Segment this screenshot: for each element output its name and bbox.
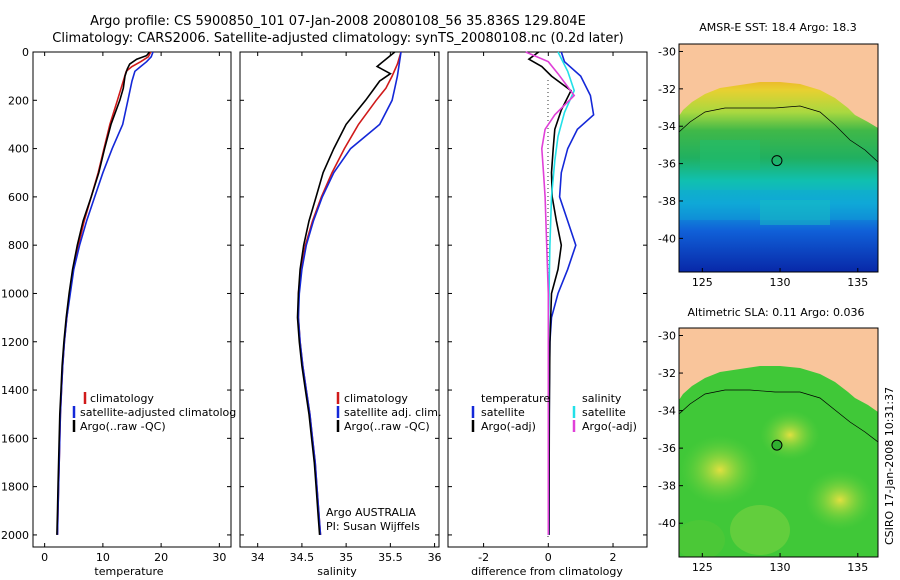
map-x-tick-label: 135 (847, 561, 868, 574)
temperature-series (56, 51, 154, 535)
x-tick-label: 10 (96, 551, 110, 564)
map-y-tick-label: -32 (658, 83, 676, 96)
map-y-tick-label: -30 (658, 330, 676, 343)
sla-land (679, 328, 878, 412)
difference-ticks: -2 0 2 (448, 51, 647, 564)
series-line-argo-raw-qc- (296, 51, 396, 535)
sla-map-frame (678, 327, 879, 558)
temperature-legend: climatology satellite-adjusted climatolo… (72, 392, 236, 433)
x-tick-label: 2 (610, 551, 617, 564)
difference-xlabel: difference from climatology (471, 565, 623, 578)
y-tick-label: 1600 (1, 432, 29, 445)
x-tick-label: 34 (251, 551, 265, 564)
map-x-tick-label: 130 (770, 276, 791, 289)
sst-map-image (679, 44, 878, 272)
salinity-series (296, 51, 402, 535)
map-y-tick-label: -32 (658, 367, 676, 380)
legend-label-temp-argo: Argo(-adj) (481, 420, 536, 433)
map-x-tick-label: 125 (692, 276, 713, 289)
x-tick-label: 36 (428, 551, 442, 564)
annotation-pi: PI: Susan Wijffels (326, 520, 420, 533)
series-line-temperature-argo-adj- (527, 51, 573, 535)
map-y-tick-label: -40 (658, 517, 676, 530)
sla-map-ticks: 125 130 135 -30 -32 -34 -36 -38 -40 (658, 330, 868, 574)
annotation-argo-australia: Argo AUSTRALIA (326, 506, 416, 519)
map-y-tick-label: -36 (658, 158, 676, 171)
sst-map-frame (678, 43, 879, 273)
legend-label-temp-satellite: satellite (481, 406, 525, 419)
y-tick-label: 1800 (1, 481, 29, 494)
sst-map-ticks: 125 130 135 -30 -32 -34 -36 -38 -40 (658, 45, 868, 289)
argo-location-marker (771, 439, 783, 451)
x-tick-label: 35 (339, 551, 353, 564)
sst-map-panel: AMSR-E SST: 18.4 Argo: 18.3 125 130 135 -30… (658, 21, 879, 289)
salinity-panel: 34 34.5 35 35.5 36 salinity climatology sate… (239, 51, 442, 578)
salinity-axes-frame (239, 51, 440, 548)
temperature-xlabel: temperature (94, 565, 163, 578)
figure-title-line2: Climatology: CARS2006. Satellite-adjuste… (52, 31, 624, 46)
y-tick-label: 1200 (1, 336, 29, 349)
x-tick-label: 20 (154, 551, 168, 564)
map-x-tick-label: 135 (847, 276, 868, 289)
temperature-ticks: 0 10 20 30 0 200 400 600 800 1000 1200 1400 1600 1800… (1, 46, 231, 564)
salinity-xlabel: salinity (317, 565, 357, 578)
legend-label-climatology: climatology (344, 392, 408, 405)
map-y-tick-label: -38 (658, 195, 676, 208)
map-x-tick-label: 130 (770, 561, 791, 574)
map-y-tick-label: -40 (658, 232, 676, 245)
x-tick-label: 0 (545, 551, 552, 564)
x-tick-label: 35.5 (378, 551, 403, 564)
y-tick-label: 1400 (1, 384, 29, 397)
series-line-salinity-argo-adj- (525, 51, 576, 535)
y-tick-label: 0 (22, 46, 29, 59)
sla-map-panel: Altimetric SLA: 0.11 Argo: 0.036 125 130 1… (658, 306, 879, 574)
difference-legend: temperature satellite Argo(-adj) salinit… (471, 392, 637, 433)
map-y-tick-label: -36 (658, 442, 676, 455)
sla-front-contour (679, 389, 878, 443)
salinity-ticks: 34 34.5 35 35.5 36 (240, 51, 442, 564)
salinity-legend: climatology satellite adj. clim. Argo(..… (336, 392, 441, 433)
figure-title-line1: Argo profile: CS 5900850_101 07-Jan-2008… (90, 14, 586, 29)
map-y-tick-label: -38 (658, 480, 676, 493)
legend-label-argo: Argo(..raw -QC) (80, 420, 166, 433)
y-tick-label: 400 (8, 143, 29, 156)
legend-label-satellite: satellite-adjusted climatolog (80, 406, 236, 419)
y-tick-label: 800 (8, 239, 29, 252)
csiro-timestamp: CSIRO 17-Jan-2008 10:31:37 (883, 387, 896, 545)
legend-label-argo: Argo(..raw -QC) (344, 420, 430, 433)
sst-front-contour (679, 105, 878, 163)
legend-label-climatology: climatology (90, 392, 154, 405)
map-x-tick-label: 125 (692, 561, 713, 574)
legend-label-sal-satellite: satellite (582, 406, 626, 419)
y-tick-label: 200 (8, 94, 29, 107)
sst-land (679, 44, 878, 128)
temperature-panel: 0 10 20 30 0 200 400 600 800 1000 1200 1400 1600 1800… (1, 46, 236, 578)
series-line-argo-raw-qc- (56, 51, 151, 535)
series-line-satellite-adj-clim- (297, 51, 402, 535)
x-tick-label: -2 (478, 551, 489, 564)
sla-map-title: Altimetric SLA: 0.11 Argo: 0.036 (687, 306, 864, 319)
x-tick-label: 0 (41, 551, 48, 564)
temperature-axes-frame (32, 51, 232, 548)
y-tick-label: 600 (8, 191, 29, 204)
argo-location-marker (771, 155, 783, 167)
sst-map-title: AMSR-E SST: 18.4 Argo: 18.3 (699, 21, 857, 34)
x-tick-label: 30 (212, 551, 226, 564)
map-y-tick-label: -34 (658, 120, 676, 133)
y-tick-label: 1000 (1, 287, 29, 300)
map-y-tick-label: -34 (658, 405, 676, 418)
difference-series (525, 51, 595, 535)
legend-header-temperature: temperature (481, 392, 550, 405)
legend-label-satellite: satellite adj. clim. (344, 406, 441, 419)
legend-header-salinity: salinity (582, 392, 622, 405)
y-tick-label: 2000 (1, 529, 29, 542)
legend-label-sal-argo: Argo(-adj) (582, 420, 637, 433)
map-y-tick-label: -30 (658, 45, 676, 58)
difference-panel: -2 0 2 difference from climatology tempera… (447, 51, 648, 578)
x-tick-label: 34.5 (290, 551, 315, 564)
